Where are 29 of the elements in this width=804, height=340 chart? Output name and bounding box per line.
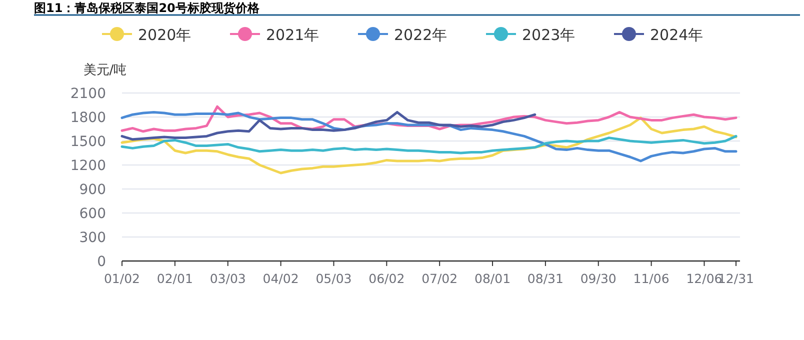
x-tick-label: 05/03 — [316, 271, 352, 286]
x-tick-label: 07/02 — [422, 271, 458, 286]
y-tick-label: 2100 — [70, 86, 106, 102]
line-series — [120, 134, 738, 154]
y-tick-label: 1200 — [70, 158, 106, 174]
y-tick-label: 0 — [97, 254, 106, 270]
y-tick-label: 1800 — [70, 110, 106, 126]
x-tick-label: 01/02 — [104, 271, 140, 286]
x-tick-label: 03/03 — [210, 271, 246, 286]
legend-label: 2022年 — [394, 26, 448, 44]
y-tick-label: 1500 — [70, 134, 106, 150]
x-tick-label: 09/30 — [580, 271, 616, 286]
y-axis-title: 美元/吨 — [83, 62, 127, 78]
legend-label: 2020年 — [138, 26, 192, 44]
line-series — [120, 110, 536, 141]
legend-label: 2021年 — [266, 26, 320, 44]
x-tick-label: 08/01 — [474, 271, 511, 286]
legend-label: 2023年 — [522, 26, 576, 44]
line-series — [120, 110, 738, 162]
x-tick-label: 11/06 — [633, 271, 670, 286]
y-tick-label: 600 — [79, 206, 106, 222]
x-tick-label: 02/01 — [156, 271, 193, 286]
y-tick-label: 300 — [79, 230, 106, 246]
x-tick-label: 08/31 — [527, 271, 564, 286]
chart-title: 图11：青岛保税区泰国20号标胶现货价格 — [34, 1, 260, 15]
y-tick-label: 900 — [79, 182, 106, 198]
legend-label: 2024年 — [650, 26, 704, 44]
x-tick-label: 06/02 — [368, 271, 405, 286]
x-tick-label: 04/02 — [262, 271, 299, 286]
